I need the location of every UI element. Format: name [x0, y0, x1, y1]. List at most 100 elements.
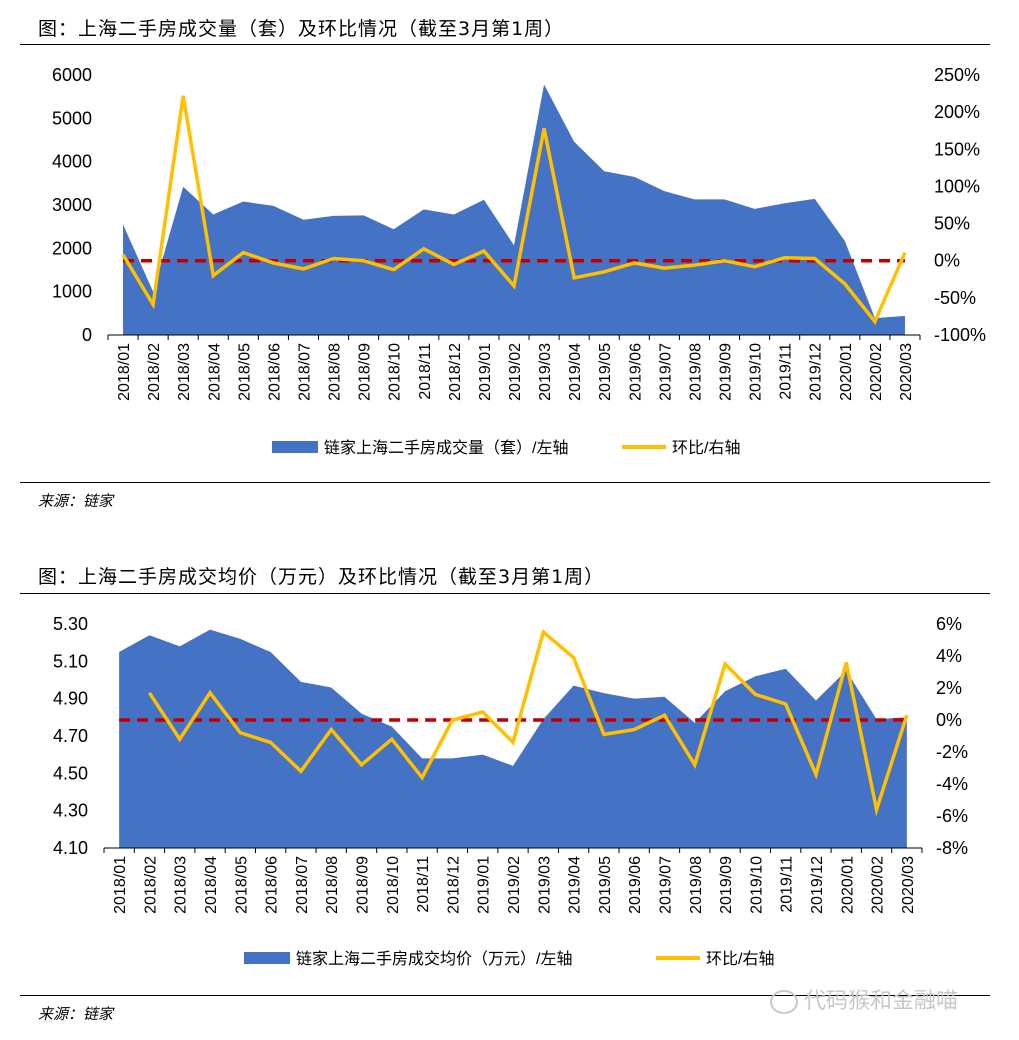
y-right-tick-label: -4% [936, 774, 968, 794]
y-left-tick-label: 5000 [52, 108, 92, 128]
x-tick-label: 2019/02 [507, 343, 524, 401]
x-tick-label: 2018/12 [447, 343, 464, 401]
line-series [121, 95, 907, 325]
chart-volume: 0 1000 2000 3000 4000 5000 6000 -100% -50% 0% 50% 1… [52, 65, 986, 457]
y-right-tick-label: 100% [934, 176, 980, 196]
y-left-tick-label: 6000 [52, 65, 92, 85]
x-tick-label: 2019/08 [688, 856, 705, 914]
x-tick-label: 2019/01 [476, 856, 493, 914]
x-tick-label: 2018/03 [173, 856, 190, 914]
x-tick-label: 2020/02 [868, 343, 885, 401]
x-tick-label: 2018/07 [294, 856, 311, 914]
y-right-tick-label: 50% [934, 214, 970, 234]
x-tick-label: 2018/11 [417, 343, 434, 400]
x-tick-label: 2018/08 [327, 343, 344, 401]
legend-area-swatch [272, 441, 318, 453]
x-tick-label: 2019/09 [718, 856, 735, 914]
x-tick-label: 2020/03 [900, 856, 917, 914]
x-tick-label: 2019/11 [778, 343, 795, 400]
y-right-tick-label: 0% [936, 710, 962, 730]
x-tick-label: 2019/07 [657, 343, 674, 401]
x-tick-label: 2019/04 [567, 343, 584, 401]
x-tick-label: 2019/08 [687, 343, 704, 401]
y-left-tick-label: 4.70 [53, 726, 88, 746]
x-tick-label: 2019/10 [748, 343, 765, 401]
y-left-tick-label: 5.10 [53, 651, 88, 671]
x-tick-label: 2019/05 [597, 856, 614, 914]
y-right-tick-label: -2% [936, 742, 968, 762]
y-left-tick-label: 4000 [52, 152, 92, 172]
legend-area-swatch [244, 952, 290, 964]
x-tick-label: 2018/04 [203, 856, 220, 914]
x-tick-label: 2019/10 [748, 856, 765, 914]
source-rule [20, 995, 990, 996]
y-right-tick-label: -8% [936, 838, 968, 858]
y-right-tick-label: 0% [934, 251, 960, 271]
legend-area-label: 链家上海二手房成交量（套）/左轴 [324, 439, 568, 457]
title-rule [20, 593, 990, 594]
y-right-tick-label: 250% [934, 65, 980, 85]
x-tick-label: 2018/07 [296, 343, 313, 401]
chart-panel-volume: 图：上海二手房成交量（套）及环比情况（截至3月第1周） 0 1000 2000 300… [20, 18, 990, 510]
y-left-tick-label: 1000 [52, 282, 92, 302]
x-tick-label: 2019/11 [779, 856, 796, 913]
area-series [123, 84, 905, 336]
x-tick-label: 2020/03 [898, 343, 915, 401]
y-left-tick-label: 5.30 [53, 614, 88, 634]
chart-title: 图：上海二手房成交量（套）及环比情况（截至3月第1周） [38, 18, 565, 40]
x-tick-label: 2019/06 [627, 343, 644, 401]
x-tick-label: 2018/09 [357, 343, 374, 401]
x-tick-label: 2019/03 [537, 343, 554, 401]
x-tick-label: 2018/03 [176, 343, 193, 401]
x-tick-label: 2018/02 [142, 856, 159, 914]
x-tick-label: 2018/02 [146, 343, 163, 401]
y-left-tick-label: 4.90 [53, 689, 88, 709]
x-tick-label: 2018/12 [445, 856, 462, 914]
x-tick-label: 2018/01 [112, 856, 129, 914]
y-left-tick-label: 2000 [52, 238, 92, 258]
chart-price: 4.10 4.30 4.50 4.70 4.90 5.10 5.30 -8% -6% -4% -2%… [53, 614, 968, 968]
y-right-tick-label: -50% [934, 288, 976, 308]
chart-title: 图：上海二手房成交均价（万元）及环比情况（截至3月第1周） [38, 566, 605, 588]
y-right-tick-label: 2% [936, 678, 962, 698]
x-tick-label: 2019/07 [657, 856, 674, 914]
x-tick-label: 2020/01 [839, 856, 856, 914]
chart-source: 来源：链家 [38, 492, 114, 510]
x-tick-label: 2019/12 [808, 343, 825, 401]
x-tick-label: 2018/01 [116, 343, 133, 401]
x-tick-label: 2019/01 [477, 343, 494, 401]
watermark: 代码猴和金融喵 [770, 983, 958, 1015]
y-left-tick-label: 4.30 [53, 801, 88, 821]
line-series [147, 628, 909, 817]
y-right-tick-label: 4% [936, 646, 962, 666]
y-right-tick-label: -6% [936, 806, 968, 826]
watermark-text: 代码猴和金融喵 [804, 989, 959, 1014]
x-tick-label: 2019/12 [809, 856, 826, 914]
x-tick-label: 2020/02 [870, 856, 887, 914]
x-tick-label: 2019/02 [506, 856, 523, 914]
x-tick-label: 2018/04 [206, 343, 223, 401]
y-right-tick-label: 6% [936, 614, 962, 634]
y-left-tick-label: 4.10 [53, 838, 88, 858]
y-left-tick-label: 3000 [52, 195, 92, 215]
x-tick-label: 2018/06 [264, 856, 281, 914]
x-tick-label: 2019/04 [567, 856, 584, 914]
x-tick-label: 2019/06 [627, 856, 644, 914]
x-tick-label: 2020/01 [838, 343, 855, 401]
x-tick-label: 2018/10 [385, 856, 402, 914]
x-tick-label: 2018/05 [233, 856, 250, 914]
wechat-icon [770, 990, 798, 1014]
y-right-tick-label: 200% [934, 102, 980, 122]
source-rule [20, 482, 990, 483]
x-tick-label: 2019/05 [597, 343, 614, 401]
x-tick-label: 2018/09 [355, 856, 372, 914]
x-tick-label: 2018/10 [387, 343, 404, 401]
x-tick-label: 2018/11 [415, 856, 432, 913]
title-rule [20, 44, 990, 45]
area-series [119, 629, 907, 848]
legend-line-label: 环比/右轴 [672, 439, 740, 457]
y-right-tick-label: 150% [934, 139, 980, 159]
y-right-tick-label: -100% [934, 325, 986, 345]
chart-source: 来源：链家 [38, 1005, 114, 1023]
